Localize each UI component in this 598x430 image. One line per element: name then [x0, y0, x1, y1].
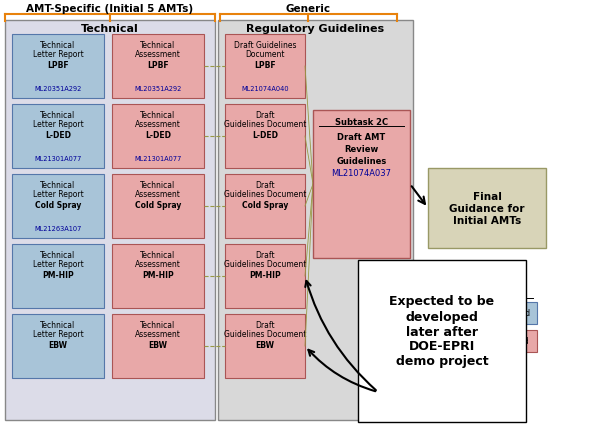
Bar: [12, 175, 104, 239]
Text: Assessment: Assessment: [135, 259, 181, 268]
Bar: [358, 261, 526, 422]
Text: L-DED: L-DED: [252, 131, 278, 140]
Text: Technical: Technical: [141, 41, 176, 50]
Text: Final
Guidance for
Initial AMTs: Final Guidance for Initial AMTs: [449, 192, 525, 225]
Text: Guidelines Document: Guidelines Document: [224, 329, 306, 338]
Text: Letter Report: Letter Report: [33, 190, 83, 199]
Text: Generic: Generic: [285, 4, 331, 14]
Text: Draft: Draft: [255, 250, 275, 259]
Text: Technical: Technical: [141, 181, 176, 190]
Text: Technical: Technical: [141, 250, 176, 259]
Text: Letter Report: Letter Report: [33, 259, 83, 268]
Text: ML21301A077: ML21301A077: [34, 156, 82, 162]
Text: Assessment: Assessment: [135, 190, 181, 199]
Text: ML20351A292: ML20351A292: [135, 86, 182, 92]
Text: LPBF: LPBF: [147, 61, 169, 70]
Text: Guidelines Document: Guidelines Document: [224, 190, 306, 199]
Text: LPBF: LPBF: [47, 61, 69, 70]
Text: Letter Report: Letter Report: [33, 120, 83, 129]
Text: LPBF: LPBF: [254, 61, 276, 70]
Text: Guidelines Document: Guidelines Document: [224, 120, 306, 129]
Text: Assessment: Assessment: [135, 120, 181, 129]
Text: Assessment: Assessment: [135, 50, 181, 59]
Bar: [112, 314, 204, 378]
Text: Technical: Technical: [141, 320, 176, 329]
Text: Legend: Legend: [468, 290, 508, 300]
Text: Cold Spray: Cold Spray: [135, 200, 181, 209]
Bar: [225, 314, 305, 378]
Text: Technical: Technical: [141, 111, 176, 120]
Text: Draft: Draft: [255, 181, 275, 190]
Text: Regulatory Guidelines: Regulatory Guidelines: [246, 24, 384, 34]
Text: Technical: Technical: [41, 111, 75, 120]
Text: Draft: Draft: [255, 111, 275, 120]
Text: Subtask 2C: Subtask 2C: [335, 118, 388, 127]
Bar: [441, 302, 537, 324]
Text: ML21074A040: ML21074A040: [241, 86, 289, 92]
Text: Guidelines: Guidelines: [336, 157, 387, 166]
Text: Draft: Draft: [255, 320, 275, 329]
Bar: [112, 244, 204, 308]
Bar: [112, 175, 204, 239]
Text: Review: Review: [344, 144, 379, 154]
Text: PM-HIP: PM-HIP: [42, 270, 74, 280]
Text: Document: Document: [245, 50, 285, 59]
Text: PM-HIP: PM-HIP: [249, 270, 281, 280]
Bar: [225, 105, 305, 169]
Bar: [12, 314, 104, 378]
Text: EBW: EBW: [48, 340, 68, 349]
Text: Assessment: Assessment: [135, 329, 181, 338]
Bar: [225, 175, 305, 239]
Bar: [12, 105, 104, 169]
Bar: [12, 35, 104, 99]
Bar: [12, 244, 104, 308]
Text: L-DED: L-DED: [45, 131, 71, 140]
Text: Technical: Technical: [41, 320, 75, 329]
Text: Cold Spray: Cold Spray: [35, 200, 81, 209]
Text: AMT-Specific (Initial 5 AMTs): AMT-Specific (Initial 5 AMTs): [26, 4, 194, 14]
Text: Contractor-developed: Contractor-developed: [447, 309, 530, 318]
Text: Technical: Technical: [81, 24, 139, 34]
Text: Letter Report: Letter Report: [33, 329, 83, 338]
Text: Draft AMT: Draft AMT: [337, 133, 386, 141]
Text: PM-HIP: PM-HIP: [142, 270, 174, 280]
Bar: [112, 105, 204, 169]
Bar: [428, 169, 546, 249]
Bar: [218, 21, 413, 420]
Text: Cold Spray: Cold Spray: [242, 200, 288, 209]
Text: Technical: Technical: [41, 250, 75, 259]
Text: Draft Guidelines: Draft Guidelines: [234, 41, 296, 50]
Text: ML21301A077: ML21301A077: [135, 156, 182, 162]
Text: Technical: Technical: [41, 41, 75, 50]
Text: EBW: EBW: [148, 340, 167, 349]
Bar: [441, 330, 537, 352]
Text: Technical: Technical: [41, 181, 75, 190]
Text: ML20351A292: ML20351A292: [34, 86, 82, 92]
Bar: [225, 35, 305, 99]
Text: ML21074A037: ML21074A037: [331, 169, 392, 178]
Text: ML21263A107: ML21263A107: [34, 225, 82, 231]
Text: Letter Report: Letter Report: [33, 50, 83, 59]
Bar: [313, 111, 410, 258]
Bar: [5, 21, 215, 420]
Text: EBW: EBW: [255, 340, 274, 349]
Text: NRC Staff-developed: NRC Staff-developed: [450, 337, 529, 346]
Text: Expected to be
developed
later after
DOE-EPRI
demo project: Expected to be developed later after DOE…: [389, 295, 495, 368]
Text: L-DED: L-DED: [145, 131, 171, 140]
Bar: [112, 35, 204, 99]
Bar: [225, 244, 305, 308]
Text: Guidelines Document: Guidelines Document: [224, 259, 306, 268]
